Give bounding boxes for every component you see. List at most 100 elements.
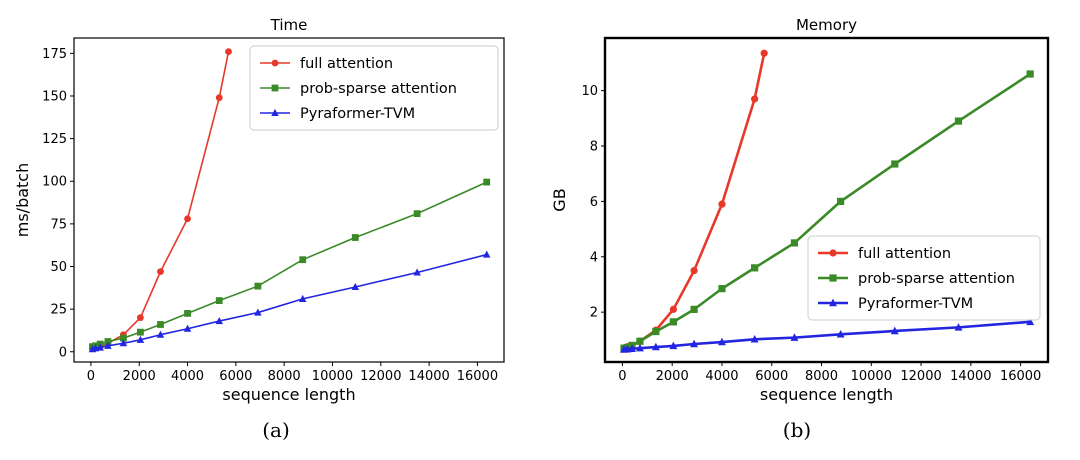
data-point xyxy=(836,329,845,338)
x-tick-label: 6000 xyxy=(219,369,252,384)
x-tick-label: 12000 xyxy=(360,369,401,384)
legend-marker xyxy=(271,108,279,117)
legend-label: prob-sparse attention xyxy=(858,271,1015,287)
data-point xyxy=(636,337,644,345)
y-tick-label: 150 xyxy=(42,89,67,104)
data-point xyxy=(635,343,644,352)
time-chart: Time 0 2000 4000 6000 8000 10000 12000 14000 1600… xyxy=(13,16,505,404)
x-axis-label: sequence length xyxy=(760,385,893,404)
y-tick-label: 8 xyxy=(590,140,598,155)
data-point xyxy=(104,338,112,345)
data-point xyxy=(225,48,232,56)
data-point xyxy=(254,308,262,316)
x-tick-label: 8000 xyxy=(268,369,301,384)
data-point xyxy=(215,297,223,305)
data-point xyxy=(750,334,759,343)
legend-marker xyxy=(271,84,279,92)
x-tick-label: 14000 xyxy=(408,369,449,384)
x-axis-label: sequence length xyxy=(222,385,355,404)
data-point xyxy=(136,328,144,336)
x-tick-label: 10000 xyxy=(851,369,892,384)
series-line-1 xyxy=(92,181,488,348)
data-point xyxy=(790,239,799,247)
caption-b: (b) xyxy=(782,418,812,442)
series-line-0 xyxy=(92,51,230,350)
data-point xyxy=(136,314,144,322)
data-point xyxy=(837,197,845,205)
y-tick-label: 125 xyxy=(42,132,67,147)
series-line-2 xyxy=(623,320,1031,351)
data-point xyxy=(136,335,145,343)
y-tick-label: 75 xyxy=(50,217,67,232)
x-tick-label: 6000 xyxy=(755,369,788,384)
data-point xyxy=(483,178,491,186)
data-point xyxy=(119,339,128,347)
y-tick-label: 25 xyxy=(50,303,67,318)
legend-marker xyxy=(829,298,837,307)
legend-label: full attention xyxy=(300,56,393,72)
data-point xyxy=(718,285,726,293)
x-tick-label: 16000 xyxy=(1000,369,1041,384)
legend-box xyxy=(807,235,1041,321)
y-tick-label: 50 xyxy=(50,260,67,275)
data-point xyxy=(156,330,165,338)
data-point xyxy=(669,318,677,326)
x-tick-label: 12000 xyxy=(900,369,941,384)
y-axis-label: GB xyxy=(550,188,569,211)
data-point xyxy=(690,305,698,313)
data-point xyxy=(891,160,899,168)
chart-title: Time xyxy=(270,16,308,34)
y-tick-label: 4 xyxy=(590,250,598,265)
data-point xyxy=(482,250,491,258)
data-point xyxy=(669,305,677,313)
data-point xyxy=(651,342,660,351)
data-point xyxy=(628,344,636,352)
x-tick-label: 10000 xyxy=(312,369,353,384)
legend-label: prob-sparse attention xyxy=(300,81,457,97)
series-line-0 xyxy=(623,52,766,350)
memory-chart: Memory 0 2000 4000 6000 8000 10000 12000 14000 16… xyxy=(550,16,1050,404)
data-point xyxy=(718,337,726,346)
data-point xyxy=(751,264,759,272)
x-tick-label: 16000 xyxy=(457,369,498,384)
legend-marker xyxy=(271,59,279,67)
data-point xyxy=(690,267,698,275)
legend-marker xyxy=(829,249,837,257)
data-point xyxy=(351,282,360,291)
y-tick-label: 175 xyxy=(42,47,67,62)
legend-marker xyxy=(829,274,837,282)
x-tick-label: 4000 xyxy=(705,369,738,384)
data-point xyxy=(104,341,112,349)
data-point xyxy=(669,341,678,350)
data-point xyxy=(351,234,359,241)
y-tick-label: 2 xyxy=(590,306,598,321)
data-point xyxy=(1026,317,1035,326)
data-point xyxy=(1026,70,1034,78)
data-point xyxy=(954,323,963,331)
y-tick-label: 100 xyxy=(42,175,67,190)
plot-frame xyxy=(603,36,1050,364)
data-point xyxy=(298,294,307,302)
data-point xyxy=(413,210,421,218)
y-axis-label: ms/batch xyxy=(13,163,32,237)
x-tick-label: 14000 xyxy=(950,369,991,384)
legend-label: Pyraformer-TVM xyxy=(858,296,973,312)
y-tick-label: 10 xyxy=(581,84,598,99)
y-tick-label: 6 xyxy=(590,195,598,210)
data-point xyxy=(184,215,191,223)
x-tick-label: 4000 xyxy=(171,369,204,384)
data-point xyxy=(413,268,421,276)
data-point xyxy=(183,324,192,332)
data-point xyxy=(790,333,799,341)
legend-label: Pyraformer-TVM xyxy=(300,106,415,122)
x-tick-label: 0 xyxy=(618,369,626,384)
data-point xyxy=(157,268,164,276)
x-tick-label: 8000 xyxy=(805,369,838,384)
data-point xyxy=(96,343,104,351)
x-tick-label: 0 xyxy=(87,369,95,384)
data-point xyxy=(299,256,307,264)
data-point xyxy=(184,310,191,317)
legend-box xyxy=(249,45,499,131)
y-tick-label: 0 xyxy=(59,345,67,360)
